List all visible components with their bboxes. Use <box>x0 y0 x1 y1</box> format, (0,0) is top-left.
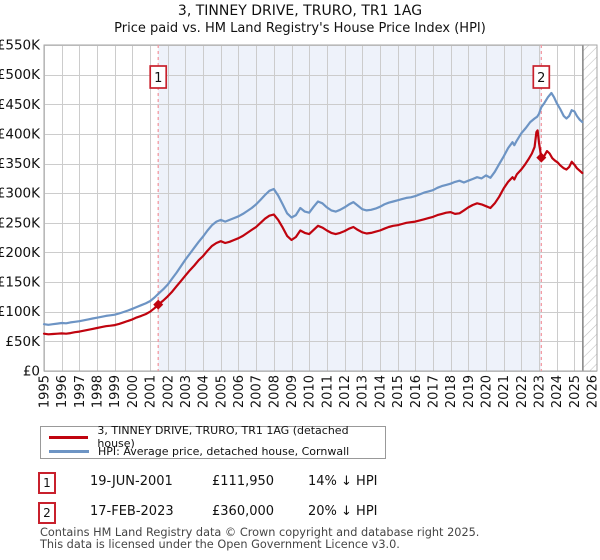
svg-text:£450K: £450K <box>0 97 41 113</box>
svg-text:2004: 2004 <box>197 375 212 408</box>
svg-text:1: 1 <box>154 71 162 86</box>
svg-text:2023: 2023 <box>533 375 548 408</box>
svg-text:£0: £0 <box>23 364 40 380</box>
footer-line-2: This data is licensed under the Open Gov… <box>40 537 400 551</box>
svg-text:2007: 2007 <box>250 375 265 408</box>
transaction-2-vs-hpi: 20% ↓ HPI <box>308 504 378 519</box>
svg-text:2001: 2001 <box>144 375 159 408</box>
transaction-row-2: 2 17-FEB-2023 £360,000 20% ↓ HPI <box>38 502 578 524</box>
svg-text:£500K: £500K <box>0 67 41 83</box>
svg-text:1998: 1998 <box>91 375 106 408</box>
page-title: 3, TINNEY DRIVE, TRURO, TR1 1AG <box>177 3 423 19</box>
property-line-swatch <box>49 435 89 439</box>
transaction-1-date: 19-JUN-2001 <box>90 474 173 489</box>
svg-text:£350K: £350K <box>0 156 41 172</box>
page-subtitle: Price paid vs. HM Land Registry's House … <box>114 21 486 36</box>
svg-text:2016: 2016 <box>409 375 424 408</box>
transaction-1-vs-hpi: 14% ↓ HPI <box>308 474 378 489</box>
chart-legend: 3, TINNEY DRIVE, TRURO, TR1 1AG (detache… <box>40 424 386 459</box>
svg-text:£250K: £250K <box>0 215 41 231</box>
svg-text:2022: 2022 <box>515 375 530 408</box>
svg-text:2006: 2006 <box>232 375 247 408</box>
svg-text:£200K: £200K <box>0 245 41 261</box>
legend-label-hpi: HPI: Average price, detached house, Corn… <box>98 444 350 458</box>
svg-text:£100K: £100K <box>0 304 41 320</box>
svg-text:£550K: £550K <box>0 38 41 54</box>
svg-text:2010: 2010 <box>303 375 318 408</box>
svg-text:1997: 1997 <box>73 375 88 408</box>
svg-text:2008: 2008 <box>267 375 282 408</box>
legend-item-hpi: HPI: Average price, detached house, Corn… <box>49 444 385 458</box>
transaction-1-price: £111,950 <box>212 474 275 489</box>
marker-1-badge: 1 <box>38 472 56 494</box>
svg-text:2005: 2005 <box>214 375 229 408</box>
svg-text:2020: 2020 <box>480 375 495 408</box>
svg-text:2014: 2014 <box>373 375 388 408</box>
svg-text:2015: 2015 <box>391 375 406 408</box>
transaction-row-1: 1 19-JUN-2001 £111,950 14% ↓ HPI <box>38 472 578 494</box>
svg-text:2026: 2026 <box>586 375 600 408</box>
svg-text:£400K: £400K <box>0 126 41 142</box>
price-history-chart: 1 2 £0 £50K £100K £150K £200K £250K £300K £350K £4… <box>0 38 600 409</box>
svg-text:2: 2 <box>537 71 545 86</box>
svg-text:£150K: £150K <box>0 275 41 291</box>
svg-text:1999: 1999 <box>108 375 123 408</box>
svg-text:1995: 1995 <box>38 375 53 408</box>
transaction-2-date: 17-FEB-2023 <box>90 504 174 519</box>
svg-text:2012: 2012 <box>338 375 353 408</box>
hpi-line-swatch <box>49 449 89 453</box>
footer-line-1: Contains HM Land Registry data © Crown c… <box>40 526 480 539</box>
legend-label-property: 3, TINNEY DRIVE, TRURO, TR1 1AG (detache… <box>97 424 349 450</box>
svg-text:2013: 2013 <box>356 375 371 408</box>
svg-text:2024: 2024 <box>550 375 565 408</box>
svg-text:2002: 2002 <box>161 375 176 408</box>
svg-text:2021: 2021 <box>497 375 512 408</box>
svg-text:2019: 2019 <box>462 375 477 408</box>
svg-text:2017: 2017 <box>426 375 441 408</box>
svg-text:£50K: £50K <box>5 334 41 350</box>
transaction-2-price: £360,000 <box>212 504 275 519</box>
svg-text:2003: 2003 <box>179 375 194 408</box>
svg-text:2018: 2018 <box>444 375 459 408</box>
marker-2-badge: 2 <box>38 502 56 524</box>
svg-text:2009: 2009 <box>285 375 300 408</box>
svg-text:1996: 1996 <box>55 375 70 408</box>
svg-text:2011: 2011 <box>320 375 335 408</box>
svg-text:2025: 2025 <box>568 375 583 408</box>
legend-item-property: 3, TINNEY DRIVE, TRURO, TR1 1AG (detache… <box>49 424 385 450</box>
svg-text:£300K: £300K <box>0 186 41 202</box>
license-footer: Contains HM Land Registry data © Crown c… <box>40 527 479 550</box>
svg-text:2000: 2000 <box>126 375 141 408</box>
